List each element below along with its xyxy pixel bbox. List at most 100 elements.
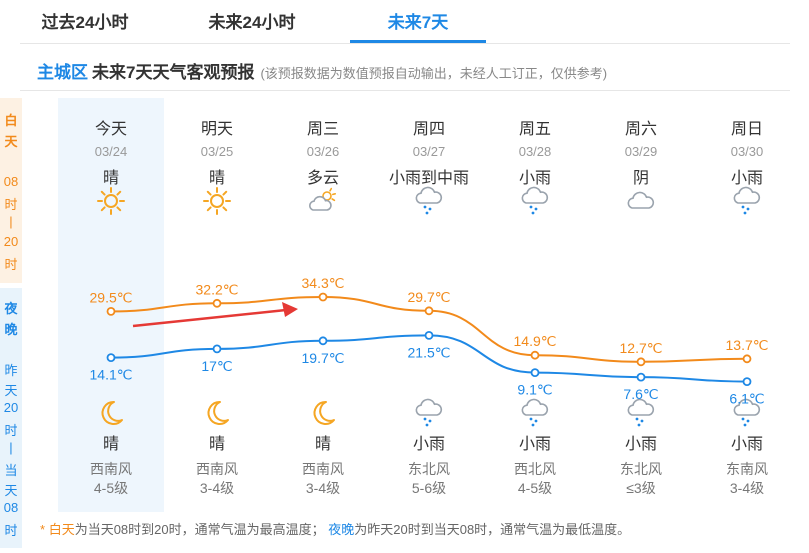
day-weather: 晴	[208, 170, 225, 187]
side-night-desc: 昨	[4, 363, 18, 378]
rain-icon	[520, 186, 550, 216]
side-day-time: |	[9, 214, 13, 229]
moon-icon	[96, 398, 126, 428]
night-weather: 晴	[314, 436, 331, 453]
day-date: 03/30	[730, 144, 764, 159]
daytime-side-label: 白 天 08 时 | 20 时	[0, 98, 22, 283]
wind-direction: 西南风	[196, 461, 238, 477]
night-weather: 小雨	[412, 436, 445, 453]
day-column: 周六 03/29 阴小雨东北风 ≤3级	[588, 98, 694, 512]
night-weather: 小雨	[730, 436, 763, 453]
side-night-char: 晚	[4, 322, 18, 337]
day-column: 周三 03/26 多云晴西南风 3-4级	[270, 98, 376, 512]
rain-icon	[520, 398, 550, 428]
wind-level: ≤3级	[626, 480, 656, 496]
side-night-desc: 08	[3, 500, 19, 515]
wind-level: 3-4级	[305, 480, 341, 496]
page-title: 主城区 未来7天天气客观预报 (该预报数据为数值预报自动输出，未经人工订正，仅供参考…	[37, 58, 607, 84]
day-weather: 小雨	[730, 170, 763, 187]
side-night-desc: 20	[3, 400, 19, 415]
sun-icon	[96, 186, 126, 216]
active-tab-indicator	[350, 40, 486, 44]
tab-bar: 过去24小时 未来24小时 未来7天	[0, 0, 809, 44]
wind-level: 3-4级	[199, 480, 235, 496]
side-night-desc: |	[9, 440, 13, 455]
wind-level: 4-5级	[93, 480, 129, 496]
day-name: 周四	[412, 121, 445, 138]
night-weather: 小雨	[518, 436, 551, 453]
day-name: 今天	[94, 121, 127, 138]
day-name: 周三	[306, 121, 339, 138]
rain-icon	[414, 398, 444, 428]
day-column: 明天 03/25 晴晴西南风 3-4级	[164, 98, 270, 512]
wind-direction: 西北风	[514, 461, 556, 477]
tab-next-24h[interactable]: 未来24小时	[208, 13, 296, 32]
footnote-day-word: 白天	[48, 522, 75, 537]
side-day-time: 20	[3, 234, 19, 249]
tab-divider	[20, 43, 790, 44]
day-weather: 小雨	[518, 170, 551, 187]
rain-icon	[626, 398, 656, 428]
footnote-day-desc: 为当天08时到20时，通常气温为最高温度；	[74, 522, 325, 537]
day-column: 今天 03/24 晴晴西南风 4-5级	[58, 98, 164, 512]
title-main: 未来7天天气客观预报	[92, 63, 255, 82]
cloud-icon	[626, 186, 656, 216]
footnote-night-word: 夜晚	[328, 522, 355, 537]
day-name: 周日	[730, 121, 763, 138]
night-weather: 晴	[208, 436, 225, 453]
day-weather: 小雨到中雨	[388, 170, 469, 187]
night-side-label: 夜 晚 昨 天 20 时 | 当 天 08 时	[0, 288, 22, 548]
title-divider	[20, 90, 790, 91]
footnote-star: *	[40, 522, 46, 537]
footnote: * 白天为当天08时到20时，通常气温为最高温度； 夜晚为昨天20时到当天08时…	[40, 519, 630, 538]
day-name: 周六	[624, 121, 657, 138]
rain-icon	[414, 186, 444, 216]
district-name: 主城区	[37, 63, 88, 82]
moon-icon	[308, 398, 338, 428]
partly-cloudy-icon	[308, 186, 338, 216]
side-night-desc: 时	[4, 423, 18, 438]
wind-direction: 东南风	[726, 461, 768, 477]
day-name: 明天	[200, 121, 233, 138]
side-night-desc: 当	[4, 463, 18, 478]
rain-icon	[732, 186, 762, 216]
wind-level: 3-4级	[729, 480, 765, 496]
side-day-time: 时	[4, 257, 18, 272]
sun-icon	[202, 186, 232, 216]
day-date: 03/29	[624, 144, 658, 159]
night-weather: 晴	[102, 436, 119, 453]
day-column: 周五 03/28 小雨 小雨 西北风 4-5级	[482, 98, 588, 512]
footnote-night-desc: 为昨天20时到当天08时，通常气温为最低温度。	[354, 522, 631, 537]
day-date: 03/27	[412, 144, 446, 159]
night-weather: 小雨	[624, 436, 657, 453]
side-night-desc: 时	[4, 523, 18, 538]
wind-level: 5-6级	[411, 480, 447, 496]
wind-direction: 西南风	[302, 461, 344, 477]
day-weather: 多云	[306, 170, 339, 187]
day-date: 03/26	[306, 144, 340, 159]
wind-direction: 西南风	[90, 461, 132, 477]
day-column: 周日 03/30 小雨 小雨 东南风 3-4级	[694, 98, 800, 512]
side-night-desc: 天	[4, 483, 18, 498]
day-weather: 晴	[102, 170, 119, 187]
day-date: 03/28	[518, 144, 552, 159]
side-day-char: 天	[4, 134, 18, 149]
day-date: 03/24	[94, 144, 128, 159]
side-night-desc: 天	[4, 383, 18, 398]
wind-direction: 东北风	[620, 461, 662, 477]
tab-past-24h[interactable]: 过去24小时	[41, 13, 129, 32]
day-column: 周四 03/27 小雨到中雨小雨东北风 5-6级	[376, 98, 482, 512]
moon-icon	[202, 398, 232, 428]
side-night-char: 夜	[4, 301, 18, 316]
day-name: 周五	[518, 121, 551, 138]
day-weather: 阴	[632, 170, 649, 187]
rain-icon	[732, 398, 762, 428]
title-note: (该预报数据为数值预报自动输出，未经人工订正，仅供参考)	[260, 66, 608, 81]
side-day-char: 白	[4, 113, 18, 128]
wind-direction: 东北风	[408, 461, 450, 477]
tab-next-7d[interactable]: 未来7天	[387, 13, 449, 32]
wind-level: 4-5级	[517, 480, 553, 496]
side-day-time: 时	[4, 197, 18, 212]
day-date: 03/25	[200, 144, 234, 159]
side-day-time: 08	[3, 174, 19, 189]
